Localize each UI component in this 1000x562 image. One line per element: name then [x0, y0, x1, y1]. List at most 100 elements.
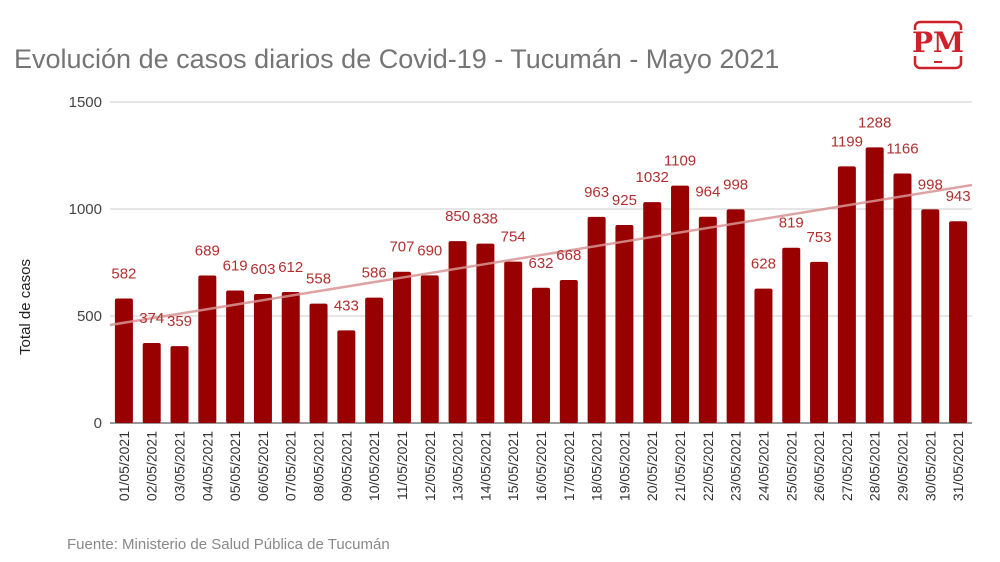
- x-tick-label: 24/05/2021: [755, 431, 771, 501]
- data-label: 850: [445, 208, 470, 225]
- x-tick-label: 31/05/2021: [950, 431, 966, 501]
- x-tick-label: 01/05/2021: [116, 431, 132, 501]
- bar: [309, 303, 328, 423]
- x-axis-ticks: 01/05/2021 02/05/2021 03/05/2021 04/05/2021…: [116, 431, 966, 501]
- bar: [615, 225, 634, 423]
- bar: [726, 209, 745, 423]
- bar: [420, 275, 439, 423]
- data-label: 586: [362, 265, 387, 282]
- data-label: 433: [334, 297, 359, 314]
- x-tick-label: 03/05/2021: [172, 431, 188, 501]
- data-label: 689: [195, 243, 220, 260]
- bar: [698, 216, 717, 423]
- x-tick-label: 25/05/2021: [783, 431, 799, 501]
- data-label: 1199: [831, 133, 863, 150]
- data-label: 619: [223, 258, 248, 275]
- data-label: 582: [111, 265, 136, 282]
- x-tick-label: 06/05/2021: [255, 431, 271, 501]
- bar: [392, 271, 411, 423]
- trendline-path: [109, 183, 973, 327]
- bar: [810, 261, 829, 423]
- data-label: 998: [723, 176, 748, 193]
- x-tick-label: 05/05/2021: [227, 431, 243, 501]
- bar: [782, 247, 801, 423]
- data-label: 558: [306, 271, 331, 288]
- x-tick-label: 07/05/2021: [283, 431, 299, 501]
- bar: [198, 275, 217, 423]
- bars: [114, 147, 968, 424]
- bar: [365, 297, 384, 423]
- x-tick-label: 19/05/2021: [616, 431, 632, 501]
- y-tick-label: 1000: [69, 201, 102, 218]
- bar: [142, 342, 161, 423]
- gridlines: 0 500 1000 1500: [69, 94, 972, 432]
- data-label: 690: [417, 242, 442, 259]
- x-tick-label: 15/05/2021: [505, 431, 521, 501]
- x-tick-label: 30/05/2021: [922, 431, 938, 501]
- bar: [559, 280, 578, 423]
- data-label: 1288: [858, 114, 891, 131]
- data-label: 964: [695, 184, 720, 201]
- x-tick-label: 26/05/2021: [811, 431, 827, 501]
- x-tick-label: 21/05/2021: [672, 431, 688, 501]
- data-label: 838: [473, 211, 498, 228]
- y-axis-label: Total de casos: [17, 259, 34, 355]
- x-tick-label: 22/05/2021: [700, 431, 716, 501]
- data-label: 1109: [664, 153, 696, 170]
- bar: [587, 216, 606, 423]
- logo: PM: [905, 20, 971, 70]
- x-tick-label: 16/05/2021: [533, 431, 549, 501]
- x-tick-label: 18/05/2021: [589, 431, 605, 501]
- data-label: 632: [528, 255, 553, 272]
- x-tick-label: 11/05/2021: [394, 431, 410, 500]
- bar: [893, 173, 912, 423]
- bar: [114, 298, 133, 423]
- y-tick-label: 500: [77, 308, 102, 325]
- data-label: 612: [278, 259, 303, 276]
- bar: [337, 330, 356, 423]
- bar: [253, 293, 272, 423]
- data-label: 374: [139, 310, 164, 327]
- x-tick-label: 29/05/2021: [894, 431, 910, 501]
- data-label: 925: [612, 192, 637, 209]
- data-label: 753: [807, 229, 832, 246]
- bar: [671, 185, 690, 423]
- data-label: 998: [918, 176, 943, 193]
- data-label: 603: [250, 261, 275, 278]
- x-tick-label: 12/05/2021: [422, 431, 438, 501]
- x-tick-label: 02/05/2021: [144, 431, 160, 501]
- bar: [921, 209, 940, 423]
- data-label: 819: [779, 215, 804, 232]
- data-label: 963: [584, 184, 609, 201]
- x-tick-label: 10/05/2021: [366, 431, 382, 501]
- data-label: 754: [501, 229, 526, 246]
- data-label: 628: [751, 256, 776, 273]
- data-label: 943: [946, 188, 971, 205]
- x-tick-label: 28/05/2021: [867, 431, 883, 501]
- trendline: [109, 183, 973, 327]
- data-label: 1166: [886, 140, 918, 157]
- bar: [448, 241, 467, 423]
- x-tick-label: 14/05/2021: [477, 431, 493, 501]
- bar: [754, 288, 773, 423]
- bar: [837, 166, 856, 423]
- bar: [643, 202, 662, 423]
- data-label: 359: [167, 313, 192, 330]
- svg-text:PM: PM: [912, 26, 964, 59]
- data-label: 707: [389, 239, 414, 256]
- x-tick-label: 08/05/2021: [311, 431, 327, 501]
- x-tick-label: 23/05/2021: [728, 431, 744, 501]
- bar: [476, 243, 495, 423]
- x-tick-label: 04/05/2021: [199, 431, 215, 501]
- bar: [170, 346, 189, 423]
- chart-title: Evolución de casos diarios de Covid-19 -…: [14, 44, 779, 74]
- bar: [281, 292, 300, 423]
- x-tick-label: 13/05/2021: [450, 431, 466, 501]
- x-tick-label: 17/05/2021: [561, 431, 577, 501]
- y-tick-label: 1500: [69, 94, 102, 111]
- bar: [865, 147, 884, 424]
- data-label: 668: [556, 247, 581, 264]
- bar: [949, 221, 968, 423]
- x-tick-label: 09/05/2021: [338, 431, 354, 501]
